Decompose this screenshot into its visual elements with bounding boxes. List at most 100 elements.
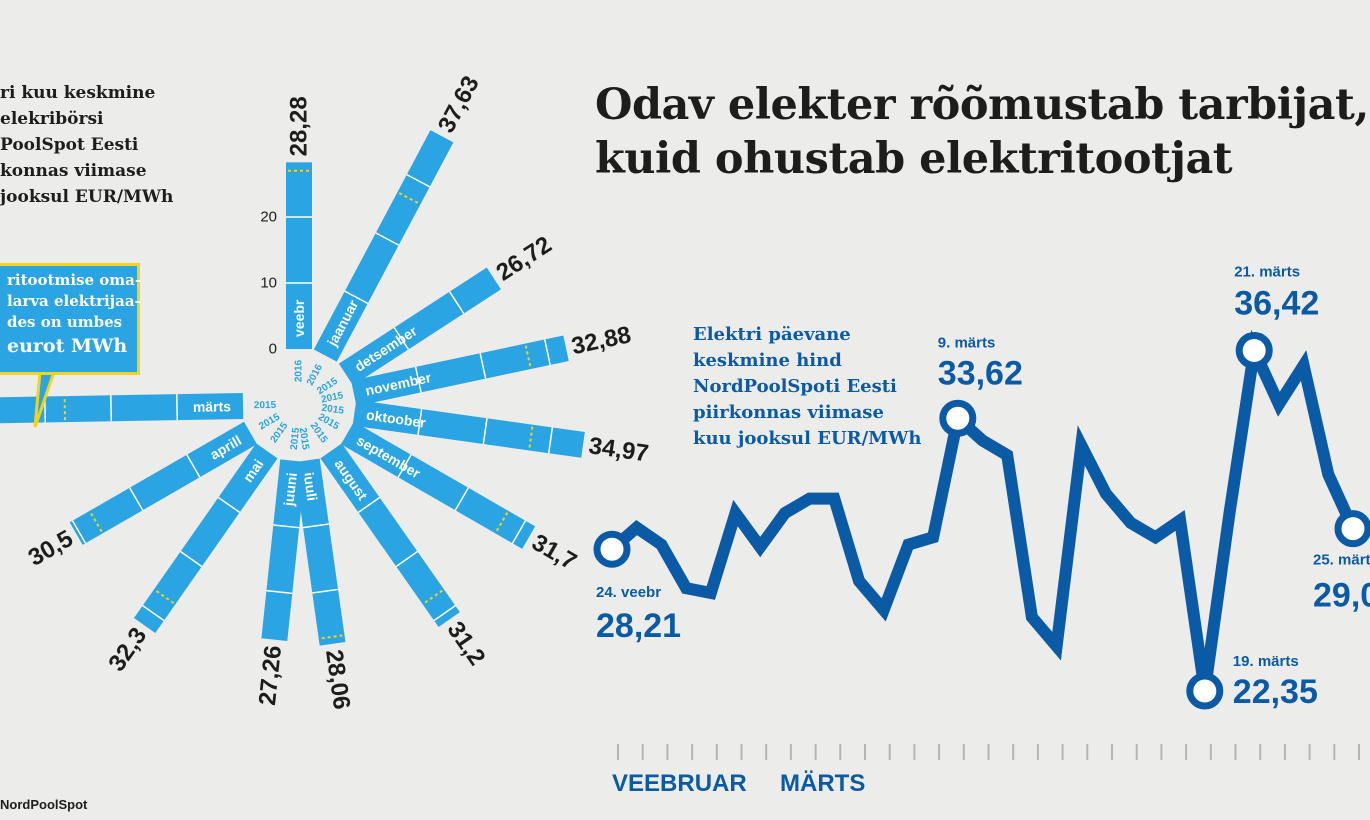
radial-bar-value-label: 31,7 (527, 529, 581, 576)
radial-bar-juuni: juuni 2015 27,26 (254, 427, 307, 707)
bar-gridline (273, 524, 300, 529)
daily-desc-line: NordPoolSpoti Eesti (693, 376, 897, 397)
callout-line: des on umbes (7, 313, 123, 331)
cost-threshold-mark (320, 634, 343, 640)
price-annotation-label: 19. märts (1233, 653, 1299, 670)
bar-gridline (142, 604, 165, 622)
radial-bar-month-label: juuni (280, 472, 300, 508)
price-marker (1235, 332, 1273, 370)
radial-axis-tick: 0 (269, 341, 277, 358)
monthly-desc-line: elekribörsi (0, 109, 104, 129)
price-annotation-label: 25. märts (1313, 552, 1370, 569)
price-marker (593, 530, 631, 568)
price-annotation-value: 28,21 (596, 607, 681, 645)
radial-bar-rect (352, 399, 585, 458)
bar-gridline (266, 589, 293, 595)
production-cost-callout: ritootmise oma- larva elektrijaa- des on… (0, 263, 142, 375)
radial-bar-year-label: 2015 (254, 400, 277, 411)
bar-gridline (479, 353, 487, 379)
price-annotation-label: 9. märts (938, 334, 996, 351)
cost-threshold-mark (89, 512, 103, 533)
price-annotation-value: 22,35 (1233, 673, 1318, 711)
daily-desc-line: piirkonnas viimase (693, 402, 884, 423)
cost-threshold-mark (495, 512, 509, 533)
bar-gridline (433, 604, 456, 622)
bar-gridline (511, 520, 527, 544)
daily-price-line-chart: 24. veebr 28,21 9. märts 33,62 19. märts 22,3… (593, 264, 1370, 797)
monthly-desc-line: jooksul EUR/MWh (0, 187, 174, 207)
page-title: Odav elekter rõõmustab tarbijat, kuid oh… (595, 78, 1369, 186)
bar-gridline (217, 496, 241, 514)
bar-gridline (303, 523, 329, 529)
bar-gridline (406, 173, 431, 188)
bar-gridline (547, 427, 554, 454)
monthly-desc-line: PoolSpot Eesti (0, 135, 139, 155)
daily-desc-line: Elektri päevane (693, 324, 851, 345)
radial-bar-rect (69, 421, 258, 545)
monthly-chart-description: ri kuu keskmine elekribörsi PoolSpot Ees… (0, 80, 210, 210)
radial-bar-value-label: 37,63 (433, 72, 485, 138)
price-marker (939, 399, 977, 437)
radial-axis-tick: 20 (260, 209, 277, 226)
price-annotation-value: 36,42 (1234, 285, 1319, 323)
cost-threshold-mark (524, 345, 532, 368)
radial-bar-rect (320, 443, 460, 628)
cost-threshold-mark (155, 589, 175, 604)
radial-bar-value-label: 32,3 (103, 623, 152, 677)
radial-bar-month-label: märts (193, 398, 232, 415)
bar-gridline (71, 520, 87, 544)
x-axis-month-label: MÄRTS (780, 770, 865, 797)
callout-line: ritootmise oma- (7, 271, 142, 289)
price-annotation-label: 21. märts (1234, 264, 1300, 281)
bar-gridline (454, 487, 469, 511)
radial-axis-tick: 10 (260, 275, 277, 292)
radial-bar-month-label: veebr (291, 299, 307, 337)
radial-bar-month-label: detsember (352, 322, 421, 374)
cost-threshold-mark (398, 192, 420, 205)
radial-bar-value-label: 28,06 (320, 648, 355, 711)
bar-gridline (180, 550, 203, 568)
callout-line: larva elektrijaa- (7, 292, 141, 310)
bar-gridline (393, 327, 410, 350)
bar-gridline (397, 454, 412, 478)
radial-bar-rect (286, 162, 312, 349)
bar-gridline (129, 487, 144, 511)
cost-threshold-mark (528, 426, 534, 449)
x-axis-month-label: VEEBRUAR (612, 770, 747, 797)
radial-bar-rect (313, 130, 454, 362)
radial-bar-rect (261, 459, 307, 641)
price-marker (1334, 510, 1370, 548)
radial-bar-value-label: 26,72 (492, 231, 557, 286)
daily-desc-line: kuu jooksul EUR/MWh (693, 428, 922, 449)
radial-bar-year-label: 2015 (320, 390, 344, 405)
title-line-1: Odav elekter rõõmustab tarbijat, (595, 80, 1369, 130)
cost-threshold-mark (423, 589, 443, 604)
radial-bar-rect (340, 421, 536, 549)
daily-price-line (608, 329, 1359, 692)
title-line-2: kuid ohustab elektritootjat (595, 134, 1233, 184)
bar-gridline (186, 454, 201, 478)
bar-gridline (417, 409, 423, 435)
daily-chart-description: Elektri päevane keskmine hind NordPoolSp… (693, 322, 933, 452)
radial-bar-rect (338, 267, 501, 386)
bar-gridline (448, 291, 465, 314)
radial-bar-value-label: 31,2 (442, 617, 491, 671)
radial-bar-year-label: 2015 (289, 427, 302, 451)
bar-gridline (344, 290, 369, 305)
radial-bar-value-label: 27,26 (254, 644, 287, 707)
radial-bar-year-label: 2015 (297, 427, 311, 451)
radial-bar-year-label: 2016 (294, 359, 305, 382)
radial-bar-month-label: juuli (300, 470, 320, 502)
source-credit: NordPoolSpot (0, 797, 88, 812)
price-annotation-label: 24. veebr (596, 584, 661, 601)
price-annotation-value: 33,62 (938, 354, 1023, 392)
callout-line: eurot MWh (7, 335, 128, 357)
bar-gridline (482, 418, 488, 445)
bar-gridline (414, 366, 422, 393)
price-annotation-value: 29,06 (1313, 577, 1370, 615)
bar-gridline (312, 588, 339, 594)
bar-gridline (395, 550, 418, 568)
bar-gridline (544, 339, 551, 366)
